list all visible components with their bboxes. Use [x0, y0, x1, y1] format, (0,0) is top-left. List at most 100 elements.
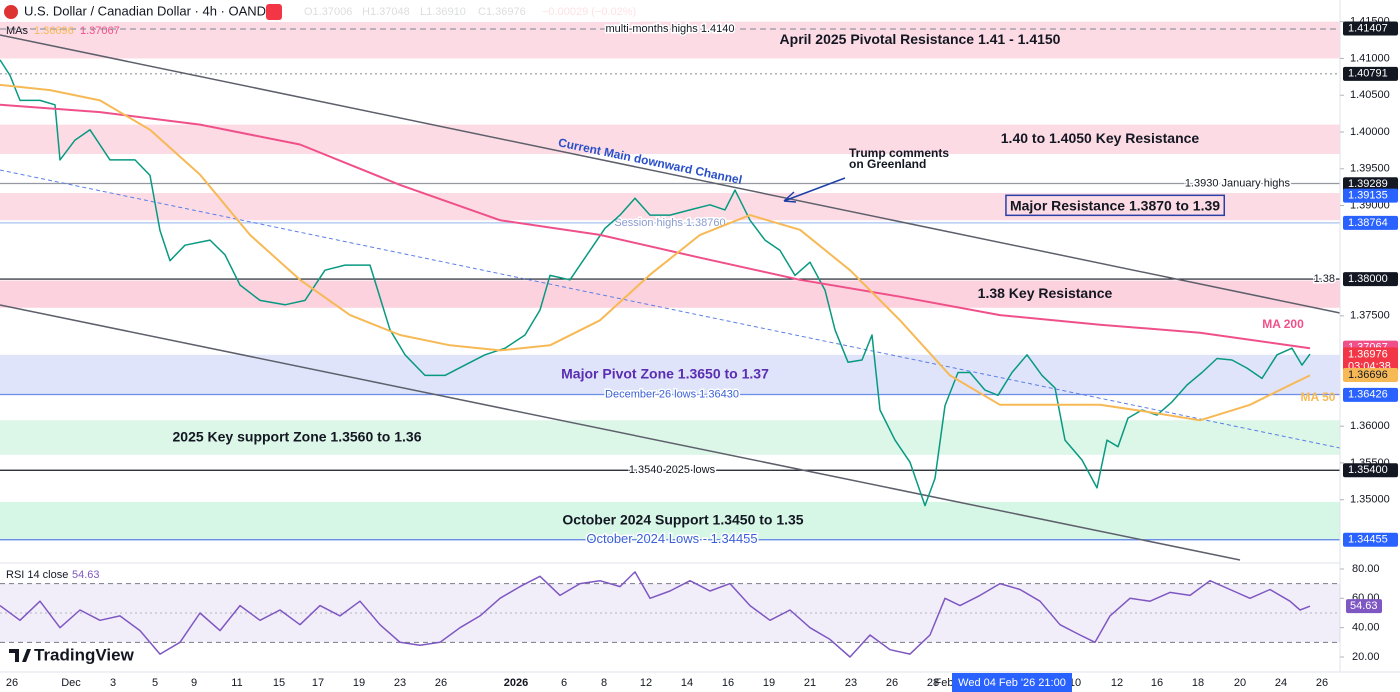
arrow-head [783, 191, 797, 203]
price-tag-label: 1.34455 [1348, 534, 1388, 546]
x-tick-label: 12 [1111, 677, 1123, 689]
x-tick-label: 19 [763, 677, 775, 689]
price-tag-label: 1.36976 [1348, 348, 1388, 360]
price-tag-label: 1.38764 [1348, 217, 1388, 229]
zone-label: April 2025 Pivotal Resistance 1.41 - 1.4… [780, 31, 1061, 47]
levels: multi-months highs 1.4140 1.3930 January … [0, 21, 1340, 548]
x-tick-label: 26 [886, 677, 898, 689]
ma-line [0, 103, 1311, 350]
price-tag-label: 1.36696 [1348, 369, 1388, 381]
x-tick-label: 12 [640, 677, 652, 689]
channel-upper [0, 34, 1341, 314]
x-tick-label: 6 [561, 677, 567, 689]
x-tick-label: Dec [61, 677, 81, 689]
axes: O1.37006H1.37048L1.36910C1.36976−0.00029… [6, 6, 1398, 692]
price-tag [1343, 532, 1398, 547]
rsi-pane [0, 571, 1340, 658]
price-tag-label: 1.41407 [1348, 22, 1388, 34]
price-tag [1343, 367, 1398, 382]
annotation: Trump comments [849, 146, 949, 160]
x-tick-label: 23 [394, 677, 406, 689]
crosshair-label-bg [952, 673, 1072, 692]
price-tag-label: 1.39135 [1348, 190, 1388, 202]
y-tick-label: 1.40000 [1350, 126, 1390, 138]
rsi-legend: RSI 14 close [6, 569, 68, 581]
brand: TradingView [34, 645, 135, 664]
series-label: MA 200 [1262, 317, 1304, 331]
price-tag-label: 1.35400 [1348, 464, 1388, 476]
badge [266, 4, 282, 20]
zone [0, 420, 1340, 455]
price-tag-label: 1.40791 [1348, 68, 1388, 80]
x-tick-label: 9 [191, 677, 197, 689]
zone-label: 1.40 to 1.4050 Key Resistance [1001, 130, 1200, 146]
price-tag [1343, 66, 1398, 81]
y-tick-label: 1.39500 [1350, 163, 1390, 175]
price-line [0, 59, 1311, 507]
zone-label: Major Pivot Zone 1.3650 to 1.37 [561, 366, 769, 382]
x-tick-label: 17 [312, 677, 324, 689]
x-tick-label: 23 [845, 677, 857, 689]
x-tick-label: 20 [1234, 677, 1246, 689]
x-tick-label: 21 [804, 677, 816, 689]
price-tag [1343, 188, 1398, 203]
zone [0, 354, 1340, 396]
x-tick-label: 26 [1316, 677, 1328, 689]
zone-label-box [1005, 194, 1226, 217]
price-tag [1343, 347, 1398, 374]
x-tick-label: 8 [601, 677, 607, 689]
y-tick-label: 1.40500 [1350, 89, 1390, 101]
rsi-tag [1346, 599, 1382, 614]
arrow [783, 177, 846, 202]
ma-line [0, 83, 1311, 422]
y-tick-label: 1.41000 [1350, 52, 1390, 64]
price-line [0, 571, 1311, 658]
price-tag-label: 1.39289 [1348, 178, 1388, 190]
header-bg [0, 2, 640, 22]
x-tick-label: 15 [273, 677, 285, 689]
level-label: 1.3930 January highs [1185, 177, 1291, 189]
zone [0, 280, 1340, 308]
x-tick-label: 14 [681, 677, 693, 689]
level-label: Session highs 1.38760 [614, 217, 725, 229]
y-tick-label: 1.36000 [1350, 420, 1390, 432]
price-tag [1343, 272, 1398, 287]
x-tick-label: Feb [935, 677, 954, 689]
x-tick-label: 26 [435, 677, 447, 689]
zone-label: 1.38 Key Resistance [978, 285, 1113, 301]
ma-legend-value: 1.37067 [80, 25, 120, 37]
zone-label: 2025 Key support Zone 1.3560 to 1.36 [173, 428, 422, 444]
annotation: on Greenland [849, 157, 926, 171]
x-tick-label: 5 [152, 677, 158, 689]
x-tick-label: 18 [1192, 677, 1204, 689]
channel-lower [0, 304, 1241, 561]
y-tick-label: 20.00 [1352, 651, 1380, 663]
y-tick-label: 1.35000 [1350, 494, 1390, 506]
x-tick-label: 28 [927, 677, 939, 689]
price-tag-label: 1.38000 [1348, 273, 1388, 285]
crosshair-label: Wed 04 Feb '26 21:00 [958, 677, 1066, 689]
rsi-tag-label: 54.63 [1350, 600, 1378, 612]
zone [0, 21, 1340, 59]
level-label: 1.3540 2025 lows [629, 464, 716, 476]
zone-label: October 2024 Support 1.3450 to 1.35 [562, 512, 803, 528]
x-tick-label: 24 [1275, 677, 1287, 689]
brand-logo [9, 649, 31, 662]
zone [0, 501, 1340, 541]
y-tick-label: 80.00 [1352, 563, 1380, 575]
price-tag [1343, 21, 1398, 36]
ma-legend-value: 1.36696 [34, 25, 74, 37]
price-tag [1343, 215, 1398, 230]
symbol-title: U.S. Dollar / Canadian Dollar · 4h · OAN… [24, 3, 275, 18]
x-tick-label: 2026 [504, 677, 528, 689]
x-tick-label: 16 [1151, 677, 1163, 689]
x-tick-label: 11 [231, 677, 242, 689]
price-tag [1343, 387, 1398, 402]
y-tick-label: 40.00 [1352, 622, 1380, 634]
ma-legend: MAs [6, 25, 29, 37]
y-tick-label: 1.37500 [1350, 310, 1390, 322]
zone-label: Major Resistance 1.3870 to 1.39 [1010, 197, 1220, 213]
x-tick-label: 16 [722, 677, 734, 689]
